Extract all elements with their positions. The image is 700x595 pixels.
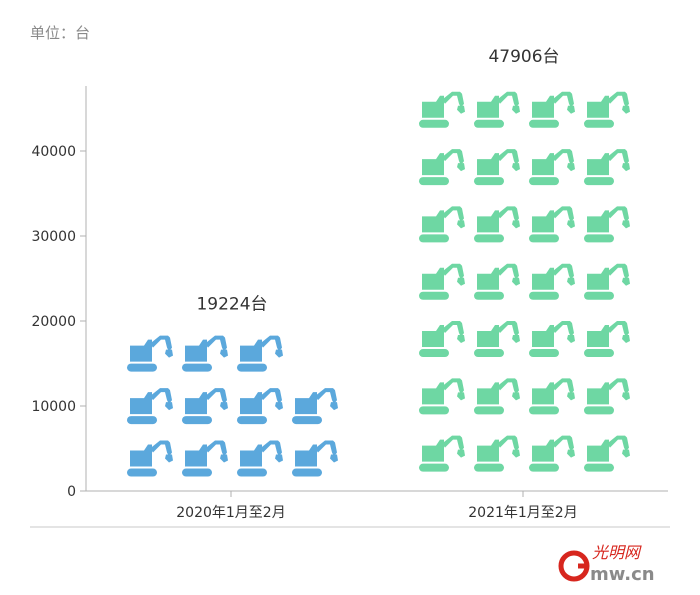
gmw-logo: 光明网 mw.cn bbox=[558, 543, 655, 585]
excavator-icon bbox=[584, 378, 630, 415]
excavator-icon bbox=[584, 206, 630, 243]
excavator-icon bbox=[127, 335, 173, 372]
excavator-icon bbox=[474, 321, 520, 358]
marks bbox=[127, 91, 630, 477]
excavator-icon bbox=[292, 388, 338, 425]
axes: 0 10000 20000 30000 40000 bbox=[30, 86, 670, 528]
excavator-icon bbox=[419, 91, 465, 128]
excavator-icon bbox=[182, 440, 228, 477]
excavator-icon bbox=[529, 263, 575, 300]
excavator-icon bbox=[292, 440, 338, 477]
y-tick-label: 0 bbox=[67, 484, 76, 500]
excavator-icon bbox=[419, 321, 465, 358]
excavator-icon bbox=[419, 206, 465, 243]
logo-text: 光明网 bbox=[592, 543, 642, 562]
excavator-icon bbox=[419, 435, 465, 472]
excavator-icon bbox=[474, 378, 520, 415]
excavator-icon bbox=[182, 388, 228, 425]
excavator-icon bbox=[584, 263, 630, 300]
excavator-icon bbox=[529, 321, 575, 358]
y-tick-label: 20000 bbox=[31, 314, 76, 330]
excavator-icon bbox=[529, 91, 575, 128]
data-label: 19224台 bbox=[196, 295, 267, 315]
y-tick-label: 30000 bbox=[31, 229, 76, 245]
excavator-icon bbox=[474, 91, 520, 128]
excavator-icon bbox=[584, 91, 630, 128]
excavator-icon bbox=[584, 149, 630, 186]
excavator-icon bbox=[529, 378, 575, 415]
unit-label: 单位：台 bbox=[30, 24, 91, 42]
y-tick-label: 40000 bbox=[31, 144, 76, 160]
excavator-icon bbox=[584, 435, 630, 472]
excavator-icon bbox=[474, 206, 520, 243]
excavator-icon bbox=[182, 335, 228, 372]
excavator-icon bbox=[474, 435, 520, 472]
excavator-icon bbox=[474, 149, 520, 186]
x-category-label: 2021年1月至2月 bbox=[468, 505, 577, 521]
excavator-icon bbox=[127, 440, 173, 477]
data-label: 47906台 bbox=[488, 47, 559, 67]
excavator-icon bbox=[419, 263, 465, 300]
excavator-icon bbox=[237, 335, 283, 372]
excavator-icon bbox=[237, 440, 283, 477]
excavator-icon bbox=[474, 263, 520, 300]
excavator-icon bbox=[237, 388, 283, 425]
labels: 2020年1月至2月 19224台 2021年1月至2月 47906台 bbox=[176, 47, 577, 521]
excavator-icon bbox=[419, 378, 465, 415]
excavator-icon bbox=[584, 321, 630, 358]
excavator-icon bbox=[529, 206, 575, 243]
y-tick-label: 10000 bbox=[31, 399, 76, 415]
excavator-icon bbox=[529, 435, 575, 472]
excavator-icon bbox=[127, 388, 173, 425]
x-category-label: 2020年1月至2月 bbox=[176, 505, 285, 521]
logo-domain: mw.cn bbox=[590, 564, 655, 585]
excavator-icon bbox=[419, 149, 465, 186]
excavator-icon bbox=[529, 149, 575, 186]
